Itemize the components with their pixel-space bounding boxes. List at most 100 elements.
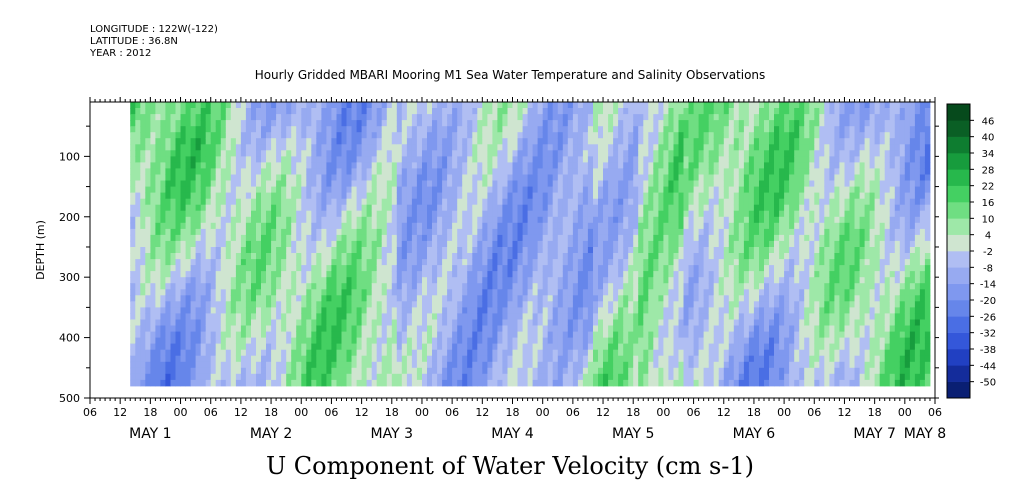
heat-cell <box>336 204 342 212</box>
heat-cell <box>608 361 614 369</box>
heat-cell <box>271 379 277 387</box>
heat-cell <box>427 277 433 284</box>
heat-cell <box>557 307 564 314</box>
heat-cell <box>613 277 619 284</box>
heat-cell <box>587 349 594 357</box>
heat-cell <box>240 186 247 194</box>
heat-cell <box>442 210 448 218</box>
heat-cell <box>306 168 312 175</box>
heat-cell <box>567 102 574 109</box>
heat-cell <box>582 216 589 224</box>
heat-cell <box>326 337 332 345</box>
heat-cell <box>572 289 579 296</box>
heat-cell <box>376 102 383 109</box>
heat-cell <box>381 198 388 206</box>
heat-cell <box>648 289 654 296</box>
heat-cell <box>180 367 186 375</box>
heat-cell <box>427 114 433 121</box>
heat-cell <box>482 192 488 200</box>
heat-cell <box>356 174 363 181</box>
heat-cell <box>256 265 262 272</box>
heat-cell <box>356 180 363 187</box>
heat-cell <box>140 337 146 345</box>
heat-cell <box>457 222 463 230</box>
heat-cell <box>190 204 197 212</box>
heat-cell <box>507 114 513 121</box>
heat-cell <box>527 349 534 357</box>
heat-cell <box>462 319 468 326</box>
heat-cell <box>230 198 237 206</box>
heat-cell <box>512 277 518 284</box>
heat-cell <box>346 234 352 242</box>
heat-cell <box>472 277 478 284</box>
heat-cell <box>341 259 347 266</box>
heat-cell <box>170 204 176 212</box>
heat-cell <box>432 240 438 248</box>
heat-cell <box>653 247 659 254</box>
heat-cell <box>276 319 282 326</box>
heat-cell <box>582 228 589 236</box>
heat-cell <box>557 174 564 181</box>
heat-cell <box>371 192 378 200</box>
heat-cell <box>155 198 161 206</box>
heat-cell <box>552 198 559 206</box>
heat-cell <box>472 198 478 206</box>
heat-cell <box>321 168 327 175</box>
heat-cell <box>361 373 368 381</box>
heat-cell <box>628 216 634 224</box>
heat-cell <box>220 132 227 139</box>
heat-cell <box>532 198 539 206</box>
heat-cell <box>497 108 503 115</box>
heat-cell <box>261 271 267 278</box>
heat-cell <box>271 216 277 224</box>
heat-cell <box>517 379 523 387</box>
heat-cell <box>547 277 554 284</box>
heat-cell <box>135 283 141 290</box>
heat-cell <box>577 319 584 326</box>
heat-cell <box>467 156 473 163</box>
heat-cell <box>477 192 483 200</box>
heat-cell <box>653 253 659 260</box>
heat-cell <box>582 301 589 308</box>
heat-cell <box>643 126 649 133</box>
heat-cell <box>135 325 141 332</box>
heat-cell <box>361 162 368 169</box>
heat-cell <box>487 150 493 157</box>
heat-cell <box>416 295 423 302</box>
heat-cell <box>200 277 207 284</box>
heat-cell <box>165 126 171 133</box>
heat-cell <box>150 108 156 115</box>
heat-cell <box>396 228 403 236</box>
heat-cell <box>180 379 186 387</box>
heat-cell <box>150 132 156 139</box>
heat-cell <box>386 259 393 266</box>
heat-cell <box>411 108 418 115</box>
heat-cell <box>582 307 589 314</box>
heat-cell <box>482 325 488 332</box>
heat-cell <box>321 120 327 127</box>
heat-cell <box>462 277 468 284</box>
heat-cell <box>532 337 539 345</box>
heat-cell <box>316 313 322 320</box>
heat-cell <box>457 210 463 218</box>
heat-cell <box>432 289 438 296</box>
heat-cell <box>150 313 156 320</box>
heat-cell <box>653 271 659 278</box>
heat-cell <box>482 367 488 375</box>
heat-cell <box>346 361 352 369</box>
heat-cell <box>633 132 639 139</box>
heat-cell <box>391 361 398 369</box>
heat-cell <box>291 192 297 200</box>
heat-cell <box>361 247 368 254</box>
heat-cell <box>457 277 463 284</box>
heat-cell <box>351 295 357 302</box>
heat-cell <box>396 210 403 218</box>
heat-cell <box>658 150 664 157</box>
heat-cell <box>296 295 302 302</box>
heat-cell <box>301 210 307 218</box>
heat-cell <box>381 204 388 212</box>
heat-cell <box>240 168 247 175</box>
heat-cell <box>160 198 166 206</box>
heat-cell <box>532 120 539 127</box>
heat-cell <box>200 361 207 369</box>
